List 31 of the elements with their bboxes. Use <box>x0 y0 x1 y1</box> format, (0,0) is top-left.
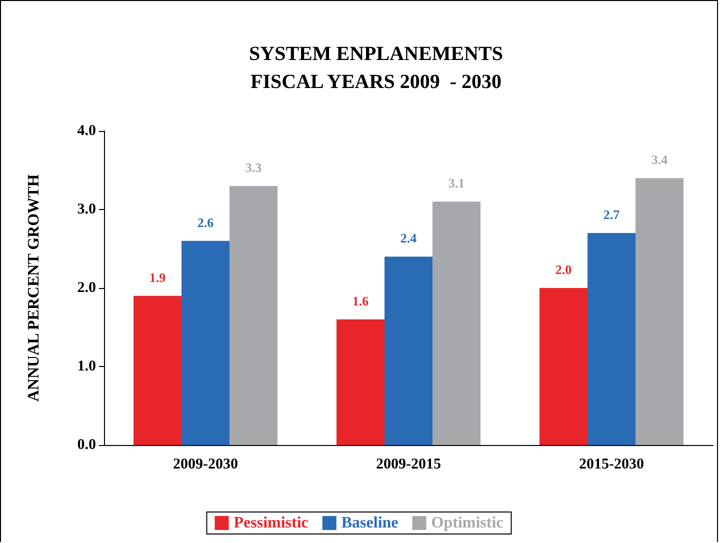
y-tick-label: 0.0 <box>77 437 96 453</box>
bar <box>182 240 230 445</box>
chart-title: SYSTEM ENPLANEMENTS FISCAL YEARS 2009 - 2030 <box>249 43 503 93</box>
legend-label: Optimistic <box>431 514 504 532</box>
bar <box>432 202 480 445</box>
bar <box>384 256 432 445</box>
data-label: 3.4 <box>651 152 668 168</box>
data-label: 2.0 <box>555 262 572 277</box>
data-label: 2.4 <box>400 230 418 246</box>
bar <box>540 288 588 445</box>
data-label: 3.3 <box>245 160 262 175</box>
data-label: 1.9 <box>149 270 166 285</box>
bar <box>134 296 182 445</box>
y-tick-label: 4.0 <box>77 123 96 139</box>
data-label: 2.6 <box>197 214 214 230</box>
y-axis-title: ANNUAL PERCENT GROWTH <box>26 174 42 402</box>
bar <box>336 319 384 445</box>
bar <box>230 186 278 445</box>
x-tick-label: 2009-2030 <box>173 456 238 472</box>
bar <box>636 178 684 445</box>
data-label: 1.6 <box>352 293 370 308</box>
y-tick-label: 2.0 <box>77 280 96 296</box>
x-tick-label: 2015-2030 <box>579 456 644 472</box>
bar <box>588 233 636 445</box>
data-label: 3.1 <box>448 176 465 191</box>
y-tick-label: 1.0 <box>77 358 96 374</box>
data-label: 2.7 <box>603 207 620 222</box>
legend-label: Baseline <box>341 514 398 532</box>
legend-label: Pessimistic <box>234 514 308 532</box>
y-tick-label: 3.0 <box>77 202 96 218</box>
x-tick-label: 2009-2015 <box>376 456 441 472</box>
